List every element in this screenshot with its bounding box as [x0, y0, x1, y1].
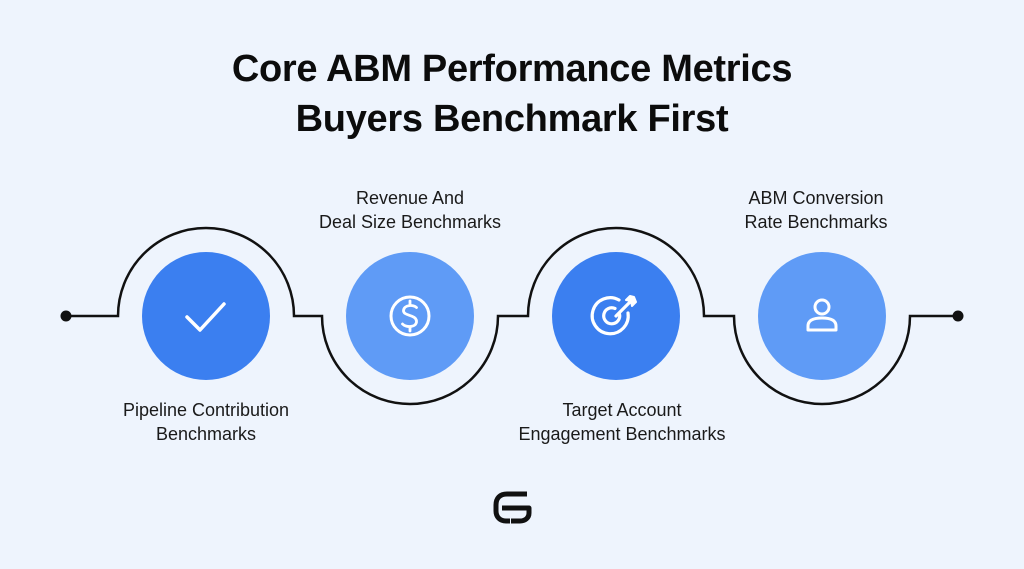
title-line-2: Buyers Benchmark First	[295, 98, 729, 140]
title-line-1: Core ABM Performance Metrics	[231, 48, 793, 90]
step-label-line: Deal Size Benchmarks	[318, 212, 502, 232]
step-label-revenue: Revenue And Deal Size Benchmarks	[260, 186, 560, 234]
step-label-conversion: ABM Conversion Rate Benchmarks	[666, 186, 966, 234]
diagram-title: Core ABM Performance Metrics Buyers Benc…	[0, 44, 1024, 144]
target-icon	[590, 295, 637, 336]
step-label-line: ABM Conversion	[748, 188, 884, 208]
step-circle-pipeline	[142, 252, 270, 380]
dollar-coin-icon	[389, 295, 431, 337]
step-label-line: Target Account	[562, 400, 682, 420]
timeline-end-dot	[952, 310, 964, 322]
step-label-engagement: Target Account Engagement Benchmarks	[472, 398, 772, 446]
user-icon	[806, 298, 838, 332]
step-label-line: Rate Benchmarks	[744, 212, 888, 232]
step-label-pipeline: Pipeline Contribution Benchmarks	[56, 398, 356, 446]
timeline-start-dot	[60, 310, 72, 322]
step-label-line: Pipeline Contribution	[122, 400, 290, 420]
timeline-path	[66, 226, 958, 406]
step-label-line: Engagement Benchmarks	[518, 424, 726, 444]
step-circle-conversion	[758, 252, 886, 380]
step-label-line: Revenue And	[355, 188, 465, 208]
check-icon	[185, 302, 226, 332]
step-label-line: Benchmarks	[155, 424, 257, 444]
brand-g-logo	[493, 491, 532, 524]
